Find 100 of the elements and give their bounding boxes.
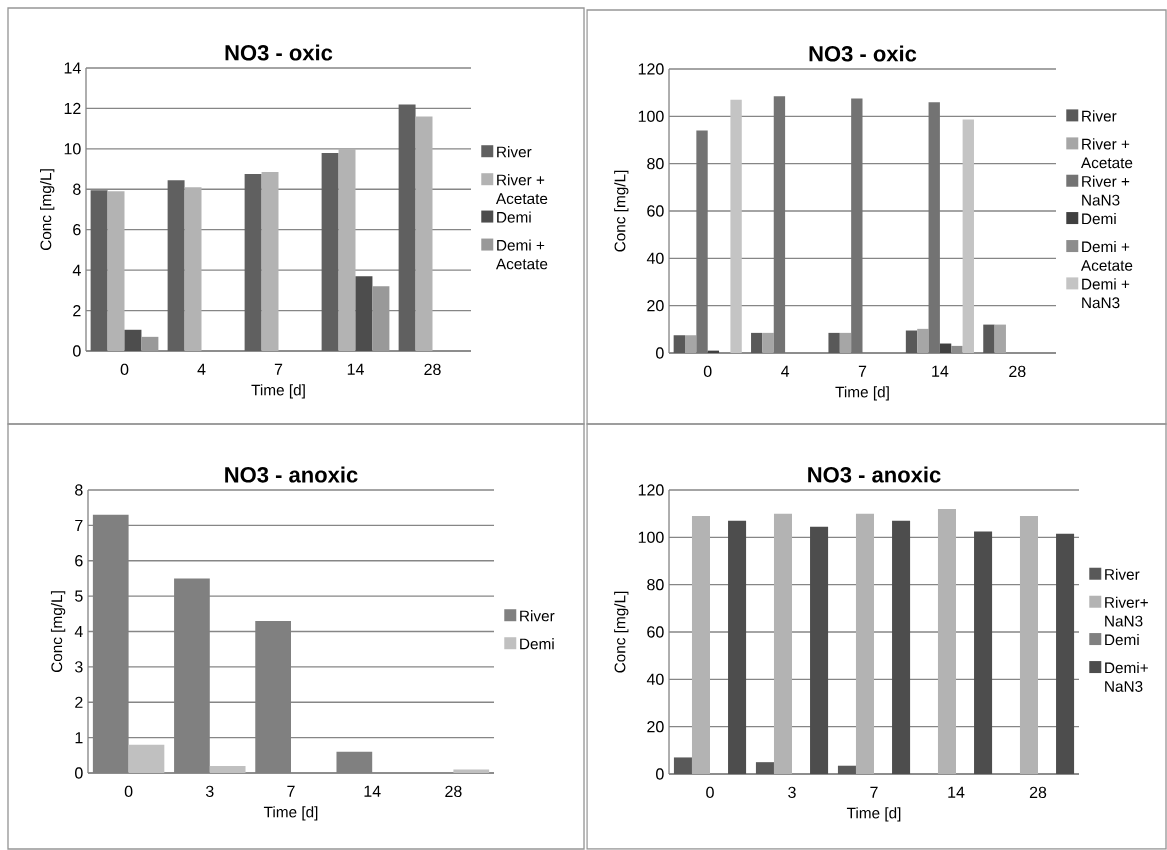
legend-label: River xyxy=(497,146,532,158)
bar xyxy=(762,332,774,353)
bar xyxy=(828,332,840,353)
bar xyxy=(1056,533,1075,774)
legend-label: River + Acetate xyxy=(1080,138,1133,169)
y-tick-label: 6 xyxy=(75,555,83,567)
bar xyxy=(124,329,142,351)
legend-label: Demi xyxy=(497,211,531,223)
bar xyxy=(839,332,852,353)
bar xyxy=(855,513,875,774)
chart-title: NO3 - anoxic xyxy=(225,466,358,483)
x-tick-label: 28 xyxy=(1009,365,1026,378)
x-tick-label: 3 xyxy=(788,786,796,799)
bar xyxy=(974,531,993,774)
y-tick-label: 80 xyxy=(647,158,664,170)
y-tick-label: 100 xyxy=(638,531,664,543)
y-tick-label: 2 xyxy=(75,696,83,708)
bar xyxy=(184,187,202,351)
bar xyxy=(837,765,856,774)
bar xyxy=(107,191,125,351)
x-tick-label: 14 xyxy=(932,365,949,377)
bar xyxy=(355,276,373,351)
x-tick-label: 0 xyxy=(706,786,714,799)
x-tick-label: 7 xyxy=(858,365,867,377)
legend-label: Demi+ NaN3 xyxy=(1105,661,1148,692)
x-axis-title: Time [d] xyxy=(835,386,889,401)
y-tick-label: 100 xyxy=(638,110,664,122)
bar xyxy=(673,335,685,353)
bar xyxy=(696,130,708,353)
x-axis-title: Time [d] xyxy=(846,807,901,822)
legend-label: River xyxy=(520,610,555,622)
bar xyxy=(939,343,952,353)
y-tick-label: 4 xyxy=(72,264,81,276)
y-tick-label: 6 xyxy=(73,224,81,236)
x-tick-label: 0 xyxy=(120,363,129,376)
bar xyxy=(773,513,793,774)
y-tick-label: 0 xyxy=(656,768,664,780)
y-tick-label: 12 xyxy=(64,102,81,115)
bar xyxy=(755,762,774,774)
x-tick-label: 28 xyxy=(1029,786,1047,799)
x-tick-label: 0 xyxy=(124,785,133,798)
y-axis-title: Conc [mg/L] xyxy=(614,591,629,673)
bar xyxy=(338,148,356,351)
x-tick-label: 14 xyxy=(948,786,965,798)
chart-title: NO3 - oxic xyxy=(809,45,917,62)
x-tick-label: 28 xyxy=(424,363,441,376)
y-tick-label: 60 xyxy=(647,626,664,638)
legend-label: Demi + Acetate xyxy=(495,239,548,270)
x-tick-label: 4 xyxy=(781,365,790,377)
bar xyxy=(983,324,995,353)
x-axis-title: Time [d] xyxy=(251,384,305,399)
y-tick-label: 10 xyxy=(64,143,81,155)
bar xyxy=(453,769,490,773)
y-tick-label: 60 xyxy=(647,205,664,217)
bar xyxy=(751,332,763,353)
y-tick-label: 40 xyxy=(646,252,664,264)
bar xyxy=(209,765,246,773)
y-tick-label: 20 xyxy=(647,300,664,312)
bar xyxy=(141,336,159,351)
bar xyxy=(928,102,940,353)
bar xyxy=(372,286,390,351)
bar xyxy=(321,152,339,351)
bar xyxy=(167,180,185,351)
x-tick-label: 7 xyxy=(274,363,283,375)
bar xyxy=(728,520,747,774)
legend-label: River xyxy=(1082,110,1117,122)
y-tick-label: 20 xyxy=(647,721,664,733)
y-tick-label: 120 xyxy=(638,484,664,496)
bar xyxy=(917,328,929,353)
bar xyxy=(773,96,786,353)
x-tick-label: 0 xyxy=(703,365,712,378)
y-tick-label: 0 xyxy=(73,345,81,357)
y-tick-label: 0 xyxy=(656,347,664,359)
legend-label: River+ NaN3 xyxy=(1105,596,1148,627)
bar xyxy=(1019,516,1039,774)
legend-label: Demi xyxy=(1105,633,1139,646)
bar xyxy=(415,116,433,351)
legend-label: River + Acetate xyxy=(495,174,548,205)
y-axis-title: Conc [mg/L] xyxy=(614,170,629,252)
legend-label: Demi xyxy=(520,638,554,650)
chart-title: NO3 - anoxic xyxy=(808,466,941,483)
bar xyxy=(962,119,974,353)
bar xyxy=(810,526,829,774)
bar xyxy=(90,190,108,351)
y-tick-label: 1 xyxy=(75,732,83,744)
y-axis-title: Conc [mg/L] xyxy=(50,591,66,673)
x-tick-label: 14 xyxy=(347,363,364,375)
bar xyxy=(244,174,262,351)
y-tick-label: 8 xyxy=(73,183,81,195)
x-tick-label: 7 xyxy=(870,786,878,798)
legend-label: Demi + NaN3 xyxy=(1082,278,1130,309)
bar xyxy=(730,99,742,353)
y-tick-label: 8 xyxy=(75,484,83,496)
bar xyxy=(892,520,911,774)
bar xyxy=(261,172,279,351)
y-tick-label: 4 xyxy=(74,626,83,638)
y-tick-label: 3 xyxy=(75,661,83,673)
bar xyxy=(128,744,165,773)
x-tick-label: 3 xyxy=(205,785,214,798)
y-tick-label: 120 xyxy=(638,63,664,75)
